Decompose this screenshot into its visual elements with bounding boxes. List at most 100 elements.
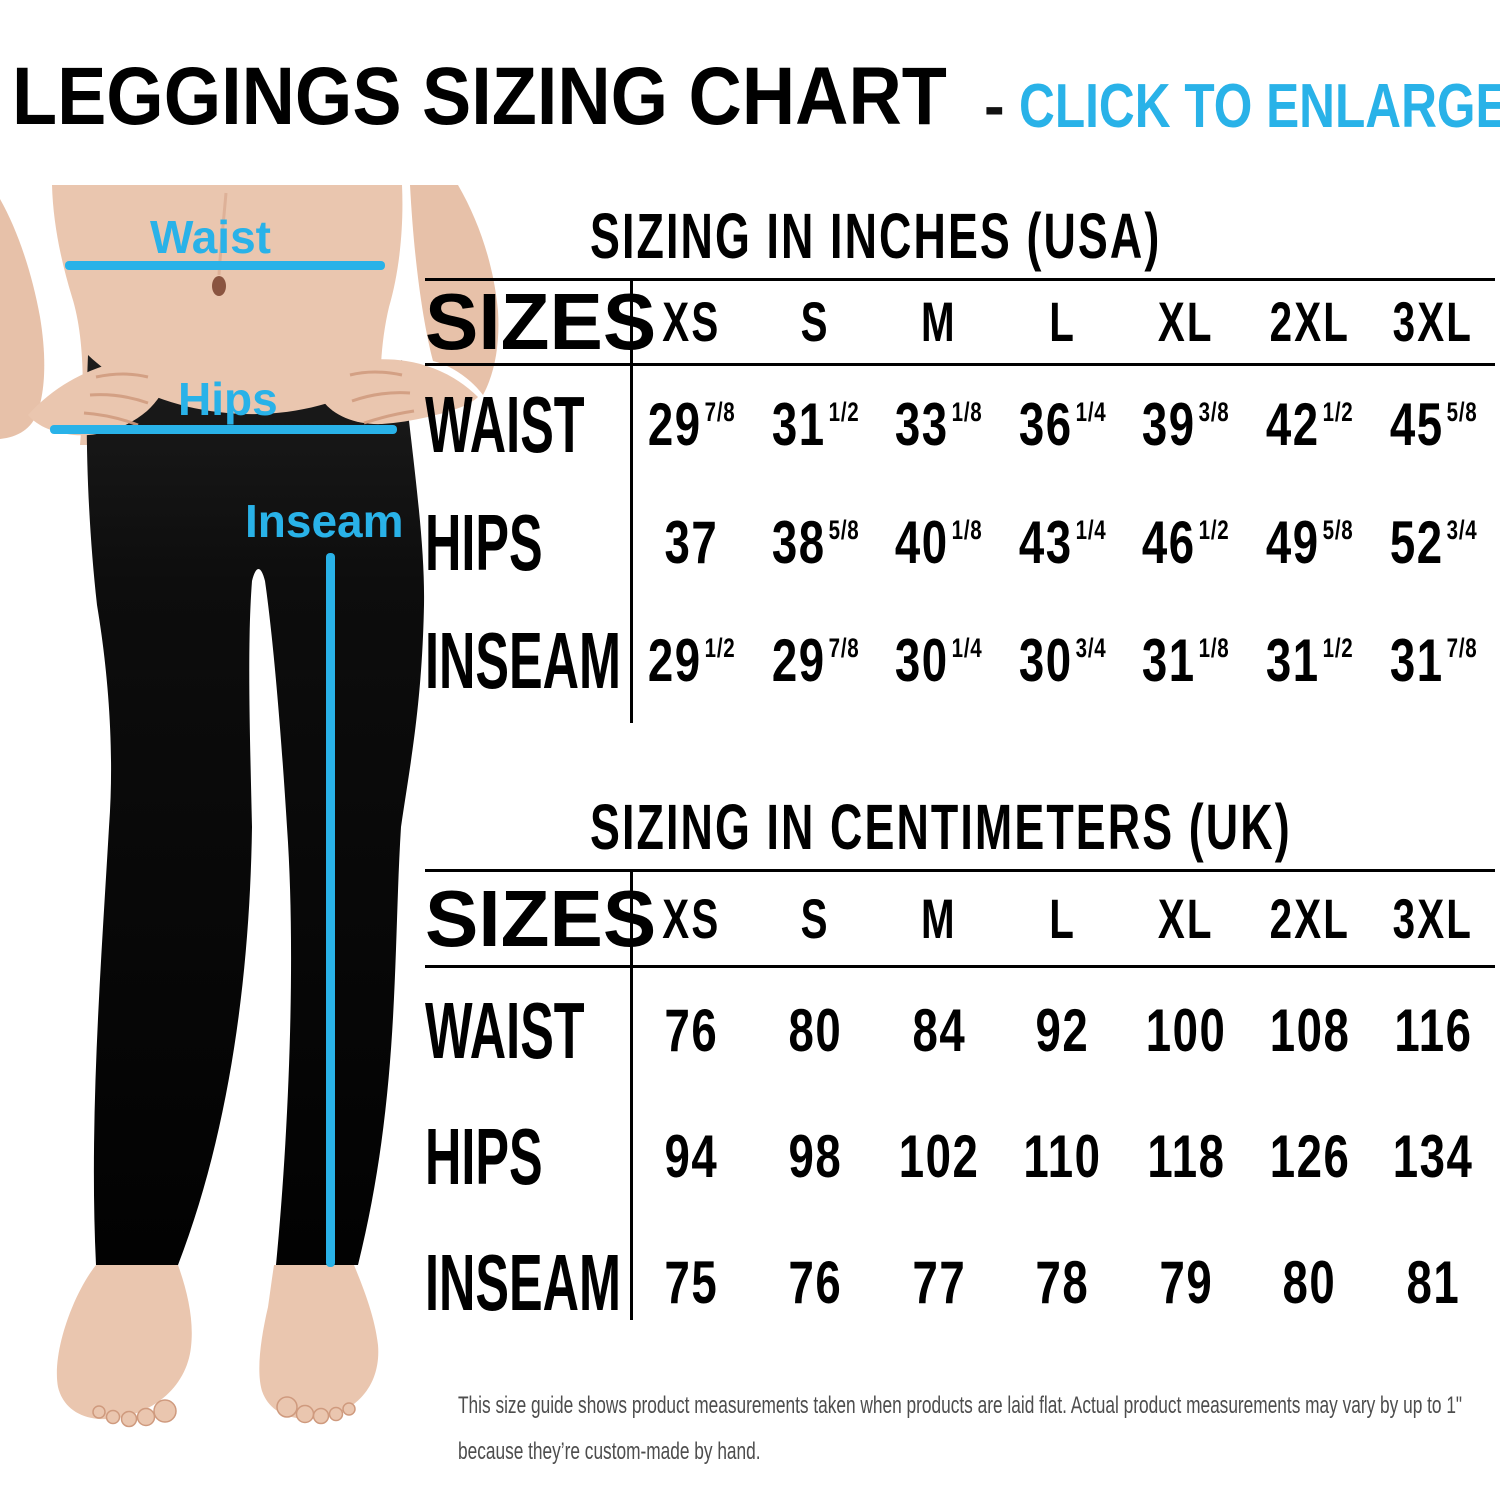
- size-guide-disclaimer: This size guide shows product measuremen…: [458, 1383, 1500, 1475]
- value-cell: 78: [1035, 1249, 1090, 1316]
- value-cell: 36 1/4: [1018, 391, 1107, 458]
- sizes-header-cell: SIZES: [425, 878, 656, 959]
- value-cell: 102: [898, 1123, 980, 1190]
- value-cell: 94: [664, 1123, 719, 1190]
- value-cell: 76: [664, 997, 719, 1064]
- table-row-hips: HIPS 37 38 5/8 40 1/8 43 1/4 46 1/2 49 5/8 52 3/4: [425, 484, 1495, 602]
- right-hand-fingers: [349, 370, 415, 425]
- table-body: WAIST 29 7/8 31 1/2 33 1/8 36 1/4 39 3/8 42 1/2 45 5/8…: [425, 366, 1495, 720]
- column-header-s: S: [800, 886, 830, 950]
- table-rule-header: [425, 965, 1495, 968]
- table-row-inseam: INSEAM 75 76 77 78 79 80 81: [425, 1220, 1495, 1346]
- value-cell: 33 1/8: [895, 391, 983, 458]
- table-header-row: SIZES XS S M L XL 2XL 3XL: [425, 281, 1495, 363]
- value-cell: 30 1/4: [895, 627, 983, 694]
- table-row-waist: WAIST 76 80 84 92 100 108 116: [425, 968, 1495, 1094]
- column-header-l: L: [1049, 886, 1076, 950]
- row-label-cell: WAIST: [425, 986, 585, 1075]
- value-cell: 37: [664, 509, 719, 576]
- leggings: [86, 355, 425, 1265]
- column-header-s: S: [800, 290, 830, 353]
- click-to-enlarge-link[interactable]: CLICK TO ENLARGE: [1018, 72, 1500, 141]
- column-header-xl: XL: [1158, 290, 1215, 353]
- column-header-3xl: 3XL: [1393, 886, 1474, 950]
- sizing-table-inches: SIZING IN INCHES (USA) SIZES XS S M L XL 2XL 3…: [425, 195, 1495, 723]
- inseam-label: Inseam: [245, 495, 404, 547]
- value-cell: 118: [1147, 1123, 1226, 1190]
- value-cell: 100: [1145, 997, 1227, 1064]
- value-cell: 126: [1269, 1123, 1351, 1190]
- left-arm: [0, 199, 45, 439]
- value-cell: 79: [1159, 1249, 1213, 1316]
- column-header-xs: XS: [662, 886, 721, 950]
- left-foot: [56, 1265, 192, 1420]
- column-header-m: M: [921, 290, 957, 353]
- value-cell: 84: [912, 997, 966, 1064]
- value-cell: 98: [788, 1123, 843, 1190]
- table-body: WAIST 76 80 84 92 100 108 116 HIPS 94 98 102 110 118 1…: [425, 968, 1495, 1346]
- value-cell: 31 1/8: [1142, 627, 1230, 694]
- column-header-xs: XS: [662, 290, 721, 353]
- sizes-header-label: SIZES: [425, 873, 657, 963]
- table-rule-top: [425, 869, 1495, 872]
- row-label-cell: HIPS: [425, 1112, 543, 1201]
- value-cell: 49 5/8: [1265, 509, 1354, 576]
- value-cell: 42 1/2: [1265, 391, 1354, 458]
- value-cell: 40 1/8: [895, 509, 983, 576]
- sizes-header-cell: SIZES: [425, 282, 656, 362]
- value-cell: 31 7/8: [1389, 627, 1478, 694]
- value-cell: 45 5/8: [1389, 391, 1478, 458]
- left-hand: [28, 359, 168, 436]
- column-header-l: L: [1049, 290, 1076, 353]
- navel: [212, 276, 226, 296]
- hips-line: [50, 425, 397, 434]
- value-cell: 77: [912, 1249, 966, 1316]
- value-cell: 108: [1269, 997, 1351, 1064]
- value-cell: 46 1/2: [1142, 509, 1230, 576]
- row-label-cell: INSEAM: [425, 1238, 622, 1327]
- value-cell: 31 1/2: [1265, 627, 1354, 694]
- row-label-cell: INSEAM: [425, 616, 622, 705]
- value-cell: 38 5/8: [771, 509, 860, 576]
- right-foot: [259, 1265, 379, 1419]
- column-header-3xl: 3XL: [1393, 290, 1474, 353]
- value-cell: 76: [788, 1249, 843, 1316]
- table-column-divider: [630, 872, 633, 1320]
- column-header-xl: XL: [1158, 886, 1215, 950]
- inseam-line: [326, 553, 335, 1267]
- waist-line: [65, 261, 385, 270]
- value-cell: 80: [1282, 1249, 1337, 1316]
- value-cell: 92: [1035, 997, 1090, 1064]
- table-rule-top: [425, 278, 1495, 281]
- hips-label: Hips: [178, 373, 278, 425]
- value-cell: 29 7/8: [647, 391, 736, 458]
- waist-label: Waist: [150, 211, 271, 263]
- value-cell: 116: [1394, 997, 1473, 1064]
- table-column-divider: [630, 281, 633, 723]
- sizing-table-centimeters: SIZING IN CENTIMETERS (UK) SIZES XS S M L XL…: [425, 790, 1495, 1346]
- table-rule-header: [425, 363, 1495, 366]
- value-cell: 80: [788, 997, 843, 1064]
- value-cell: 134: [1392, 1123, 1474, 1190]
- table-title-inches: SIZING IN INCHES (USA): [590, 200, 1162, 272]
- value-cell: 30 3/4: [1018, 627, 1107, 694]
- value-cell: 29 1/2: [647, 627, 736, 694]
- value-cell: 29 7/8: [771, 627, 860, 694]
- disclaimer-line-2: because they’re custom-made by hand.: [458, 1438, 761, 1465]
- table-row-hips: HIPS 94 98 102 110 118 126 134: [425, 1094, 1495, 1220]
- left-hand-fingers: [83, 372, 149, 427]
- row-label-cell: WAIST: [425, 380, 585, 469]
- column-header-2xl: 2XL: [1269, 290, 1350, 353]
- column-header-2xl: 2XL: [1269, 886, 1350, 950]
- left-foot-toes: [92, 1399, 177, 1428]
- value-cell: 43 1/4: [1018, 509, 1107, 576]
- page-title: LEGGINGS SIZING CHART: [12, 51, 947, 142]
- column-header-m: M: [921, 886, 957, 950]
- sizes-header-label: SIZES: [425, 277, 657, 366]
- value-cell: 81: [1406, 1249, 1461, 1316]
- value-cell: 31 1/2: [771, 391, 860, 458]
- table-title-centimeters: SIZING IN CENTIMETERS (UK): [590, 791, 1292, 863]
- right-foot-toes: [276, 1396, 356, 1425]
- value-cell: 52 3/4: [1389, 509, 1478, 576]
